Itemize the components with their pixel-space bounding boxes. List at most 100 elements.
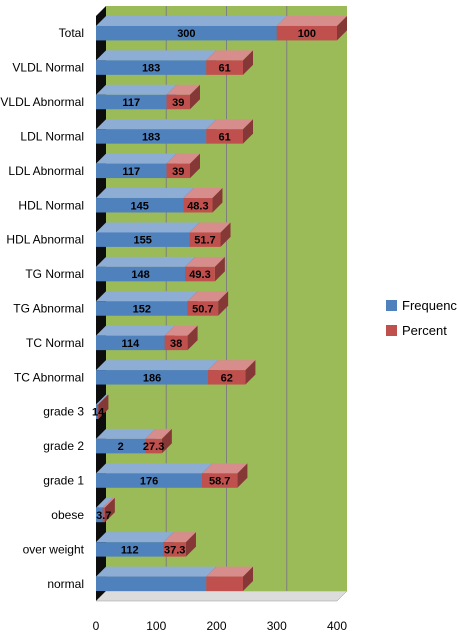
bar-frequency	[96, 60, 207, 75]
category-label: grade 3	[43, 405, 84, 419]
bar-percent	[189, 232, 221, 247]
bar-frequency	[96, 335, 165, 351]
bar-side-face	[189, 84, 200, 110]
bar-percent	[206, 60, 244, 75]
bar-top-face	[164, 325, 198, 336]
bar-top-face	[96, 222, 200, 233]
data-label-percent: 14	[92, 407, 105, 419]
category-label: HDL Normal	[18, 198, 84, 212]
bar-top-face	[97, 394, 109, 405]
data-label-frequency: 145	[131, 200, 149, 212]
category-label: HDL Abnormal	[6, 233, 84, 247]
bar-frequency	[96, 198, 184, 213]
data-label-frequency: 186	[143, 372, 161, 384]
bar-top-face	[206, 50, 254, 61]
bar-top-face	[96, 188, 194, 199]
bar-side-face	[161, 428, 172, 454]
bar-top-face	[96, 119, 217, 130]
bar-frequency	[96, 370, 209, 385]
bar-side-face	[243, 119, 254, 144]
bar-top-face	[185, 256, 225, 267]
bar-frequency	[96, 163, 167, 179]
bar-top-face	[276, 15, 347, 26]
bar-top-face	[102, 497, 115, 508]
data-label-frequency: 117	[122, 166, 140, 178]
data-label-frequency: 2	[118, 441, 124, 453]
data-label-percent: 61	[219, 63, 231, 75]
bar-top-face	[166, 153, 200, 164]
bar-frequency	[96, 507, 103, 523]
bar-frequency	[96, 25, 277, 41]
data-label-frequency: 148	[131, 269, 149, 281]
category-label: VLDL Normal	[12, 61, 84, 75]
x-tick-label: 0	[93, 619, 100, 633]
bar-top-face	[166, 84, 200, 95]
data-label-percent: 49.3	[189, 269, 210, 281]
legend-label-frequency: Frequency	[402, 298, 457, 313]
bar-side-face	[243, 50, 254, 75]
bar-frequency	[96, 129, 207, 144]
bar-side-face	[218, 291, 229, 316]
plot-floor	[95, 590, 348, 602]
bar-top-face	[206, 566, 254, 577]
bar-percent	[208, 370, 246, 385]
x-tick-label: 200	[206, 619, 226, 633]
bar-percent	[183, 198, 213, 213]
bar-top-face	[96, 532, 174, 543]
bar-percent	[145, 438, 162, 454]
x-tick-label: 400	[327, 619, 347, 633]
bar-percent	[187, 301, 219, 316]
legend-swatch-frequency	[386, 300, 397, 311]
bar-top-face	[96, 15, 287, 26]
chart-legend: Frequency Percent	[386, 298, 457, 348]
bar-top-face	[145, 428, 172, 439]
bar-side-face	[243, 566, 254, 592]
data-label-percent: 50.7	[192, 304, 213, 316]
bar-top-face	[96, 360, 219, 371]
bar-top-face	[96, 325, 175, 336]
bar-frequency	[96, 232, 190, 247]
data-label-percent: 27.3	[143, 441, 164, 453]
bar-side-face	[189, 153, 200, 179]
bar-percent	[102, 507, 105, 523]
bar-top-face	[96, 566, 217, 577]
bar-top-face	[96, 428, 156, 439]
data-label-percent: 39	[172, 97, 184, 109]
bar-frequency	[96, 94, 167, 110]
data-label-percent: 48.3	[187, 200, 208, 212]
x-tick-label: 100	[146, 619, 166, 633]
bar-top-face	[163, 532, 196, 543]
bar-percent	[206, 576, 244, 592]
category-label: obese	[51, 508, 84, 522]
category-label: TC Abnormal	[14, 370, 84, 384]
data-label-percent: 61	[219, 131, 231, 143]
data-label-percent: 39	[172, 166, 184, 178]
bar-frequency	[96, 473, 203, 488]
bar-top-face	[96, 394, 108, 405]
category-label: LDL Normal	[20, 129, 84, 143]
category-label: VLDL Abnormal	[0, 95, 84, 109]
data-label-frequency: 114	[121, 338, 140, 350]
bar-side-face	[245, 360, 256, 385]
data-label-percent: 37.3	[164, 544, 185, 556]
category-label: TG Normal	[25, 267, 84, 281]
bar-top-face	[183, 188, 223, 199]
bar-top-face	[96, 256, 196, 267]
bar-top-face	[96, 153, 177, 164]
bar-side-face	[337, 15, 347, 41]
category-label: TC Normal	[26, 336, 84, 350]
bar-side-face	[185, 532, 196, 557]
legend-item-frequency: Frequency	[386, 298, 457, 313]
bar-top-face	[96, 291, 198, 302]
bar-percent	[276, 25, 337, 41]
category-label: over weight	[23, 542, 85, 556]
bar-frequency	[96, 266, 186, 282]
bar-side-face	[187, 325, 198, 351]
bar-side-face	[214, 256, 225, 282]
bar-percent	[166, 163, 190, 179]
bar-top-face	[96, 50, 217, 61]
data-label-percent: 38	[170, 338, 182, 350]
bar-side-face	[237, 463, 248, 488]
data-label-frequency: 152	[133, 304, 151, 316]
